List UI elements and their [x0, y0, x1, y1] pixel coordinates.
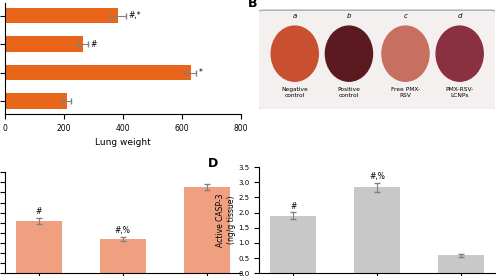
Text: #: #: [36, 207, 42, 216]
Text: Positive
control: Positive control: [338, 87, 360, 98]
Text: #: #: [290, 201, 296, 211]
Text: B: B: [248, 0, 257, 10]
FancyBboxPatch shape: [257, 10, 498, 110]
Y-axis label: Active CASP-3
(ng/g tissue): Active CASP-3 (ng/g tissue): [216, 193, 236, 247]
Text: #,%: #,%: [370, 172, 385, 181]
Bar: [184, 187, 230, 273]
X-axis label: Lung weight: Lung weight: [95, 138, 150, 147]
Bar: [270, 216, 316, 273]
Text: #,*: #,*: [128, 11, 140, 20]
Bar: [5, 65, 190, 80]
Bar: [354, 187, 401, 273]
Text: a: a: [292, 13, 297, 19]
Text: #,%: #,%: [115, 226, 130, 235]
Text: c: c: [404, 13, 407, 19]
Text: d: d: [458, 13, 462, 19]
Text: Free PMX-
RSV: Free PMX- RSV: [391, 87, 420, 98]
Ellipse shape: [382, 26, 429, 81]
Text: PMX-RSV-
LCNPs: PMX-RSV- LCNPs: [446, 87, 474, 98]
Bar: [438, 255, 484, 273]
Ellipse shape: [271, 26, 318, 81]
Bar: [5, 8, 118, 23]
Text: Negative
control: Negative control: [282, 87, 308, 98]
Text: b: b: [346, 13, 351, 19]
Text: D: D: [208, 156, 218, 169]
Bar: [100, 239, 146, 273]
Ellipse shape: [326, 26, 372, 81]
Text: #: #: [90, 39, 97, 49]
Ellipse shape: [436, 26, 483, 81]
Bar: [5, 36, 83, 52]
Bar: [16, 221, 62, 273]
Bar: [5, 93, 67, 109]
Text: *: *: [199, 68, 202, 77]
